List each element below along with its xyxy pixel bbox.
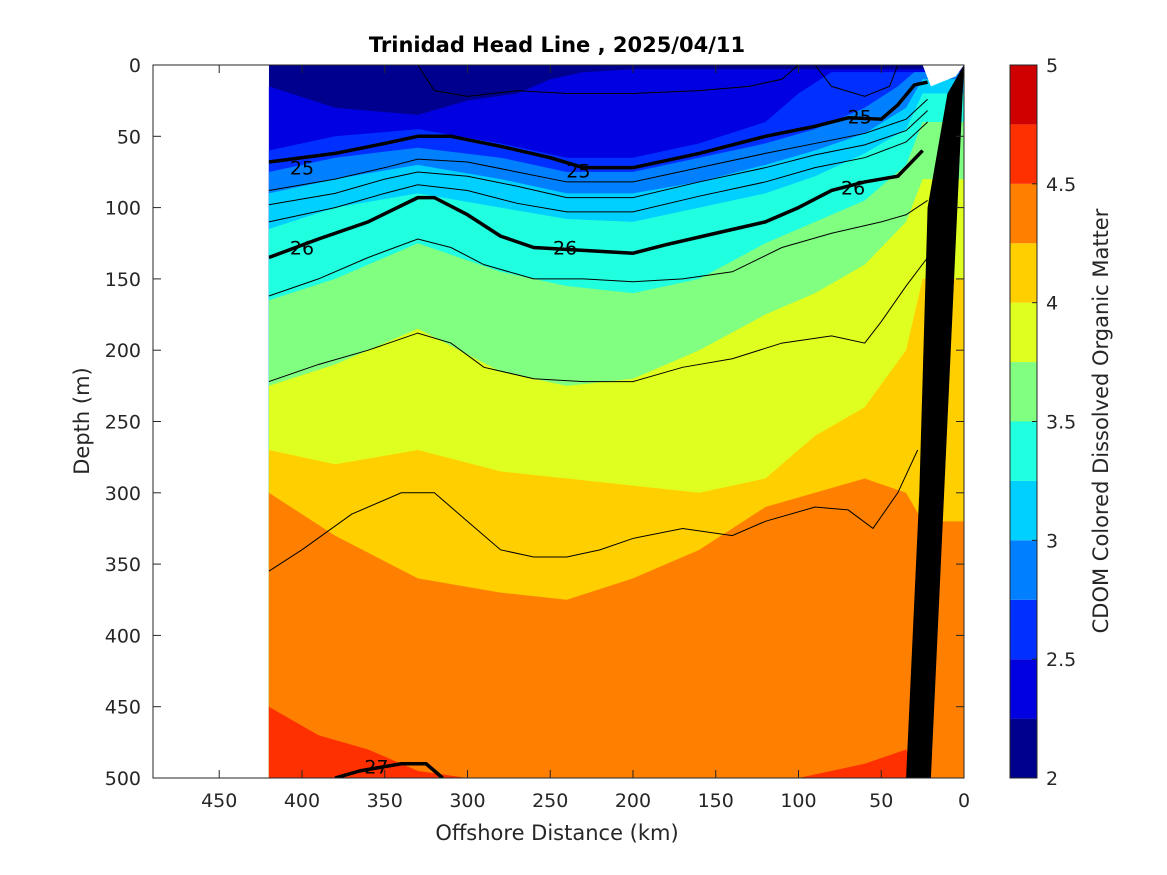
y-tick-label: 450 <box>105 697 141 719</box>
y-tick-label: 400 <box>105 625 141 647</box>
colorbar-swatch <box>1010 243 1037 303</box>
cdom-band-4.5 <box>268 706 965 778</box>
colorbar-tick-label: 3 <box>1046 530 1058 552</box>
colorbar-tick-label: 4 <box>1046 293 1058 315</box>
density-contour-26 <box>268 149 924 260</box>
minor-contour-4 <box>268 200 928 297</box>
colorbar-swatch <box>1010 183 1037 244</box>
contour-label-25: 25 <box>848 106 872 128</box>
x-tick-label: 200 <box>615 790 651 812</box>
minor-contour-2 <box>268 110 928 206</box>
minor-contour-1 <box>268 98 928 191</box>
x-tick-label: 0 <box>958 790 970 812</box>
colorbar-tick-label: 5 <box>1046 55 1058 77</box>
colorbar-tick-label: 3.5 <box>1046 412 1076 434</box>
contour-label-25: 25 <box>566 161 590 183</box>
major-density-contours <box>268 80 928 778</box>
colorbar-tick-label: 4.5 <box>1046 174 1076 196</box>
colorbar-swatch <box>1010 599 1037 660</box>
x-tick-label: 150 <box>698 790 734 812</box>
colorbar-swatch <box>1010 480 1037 541</box>
contour-label-27: 27 <box>364 757 388 779</box>
contour-labels: 25 25 25 26 26 26 27 <box>290 106 872 779</box>
x-tick-label: 250 <box>532 790 568 812</box>
colorbar-swatches <box>1010 65 1037 778</box>
bathymetry-fill <box>906 65 964 778</box>
cdom-band-4.25 <box>268 478 965 778</box>
minor-contour-6 <box>268 449 919 572</box>
contour-label-26: 26 <box>290 238 314 260</box>
x-tick-label: 300 <box>449 790 485 812</box>
density-contour-25 <box>268 80 928 170</box>
minor-density-contours <box>268 65 928 572</box>
cdom-fill-bands <box>268 65 965 778</box>
colorbar-ticks: 2 2.5 3 3.5 4 4.5 5 <box>1032 55 1076 790</box>
colorbar-swatch <box>1010 540 1037 600</box>
plot-area: 25 25 25 26 26 26 27 <box>152 64 965 779</box>
x-tick-label: 100 <box>780 790 816 812</box>
y-tick-label: 150 <box>105 269 141 291</box>
x-axis-label: Offshore Distance (km) <box>435 821 678 845</box>
colorbar-swatch <box>1010 421 1037 481</box>
colorbar-tick-label: 2.5 <box>1046 649 1076 671</box>
y-tick-label: 500 <box>105 768 141 790</box>
colorbar-swatch <box>1010 124 1037 184</box>
colorbar-swatch <box>1010 65 1037 125</box>
minor-contour-3 <box>268 121 928 223</box>
minor-contour-5 <box>268 257 928 383</box>
density-contour-27 <box>334 761 444 778</box>
y-tick-label: 350 <box>105 554 141 576</box>
colorbar-swatch <box>1010 718 1037 778</box>
y-tick-label: 0 <box>129 55 141 77</box>
colorbar-swatch <box>1010 362 1037 422</box>
colorbar-tick-label: 2 <box>1046 768 1058 790</box>
contour-label-26: 26 <box>553 238 577 260</box>
y-tick-label: 50 <box>117 126 141 148</box>
y-tick-label: 300 <box>105 483 141 505</box>
x-tick-label: 50 <box>869 790 893 812</box>
chart-title: Trinidad Head Line , 2025/04/11 <box>369 33 745 57</box>
colorbar-label: CDOM Colored Dissolved Organic Matter <box>1089 208 1113 633</box>
minor-contour-7 <box>417 65 799 97</box>
y-tick-label: 100 <box>105 198 141 220</box>
x-axis: 450 400 350 300 250 200 150 100 50 0 <box>201 65 970 812</box>
colorbar-swatch <box>1010 302 1037 363</box>
x-tick-label: 400 <box>284 790 320 812</box>
colorbar-swatch <box>1010 659 1037 719</box>
minor-contour-8 <box>814 65 899 97</box>
y-axis-label: Depth (m) <box>70 367 94 474</box>
x-tick-label: 350 <box>367 790 403 812</box>
y-axis: 0 50 100 150 200 250 300 350 400 450 500 <box>105 55 964 790</box>
x-tick-label: 450 <box>201 790 237 812</box>
y-tick-label: 200 <box>105 340 141 362</box>
contour-label-26: 26 <box>841 178 865 200</box>
contour-label-25: 25 <box>290 158 314 180</box>
y-tick-label: 250 <box>105 412 141 434</box>
coast-blank <box>922 65 964 87</box>
seafloor <box>906 65 964 778</box>
colorbar: 2 2.5 3 3.5 4 4.5 5 CDOM Colored Dissolved Org… <box>1009 55 1113 790</box>
